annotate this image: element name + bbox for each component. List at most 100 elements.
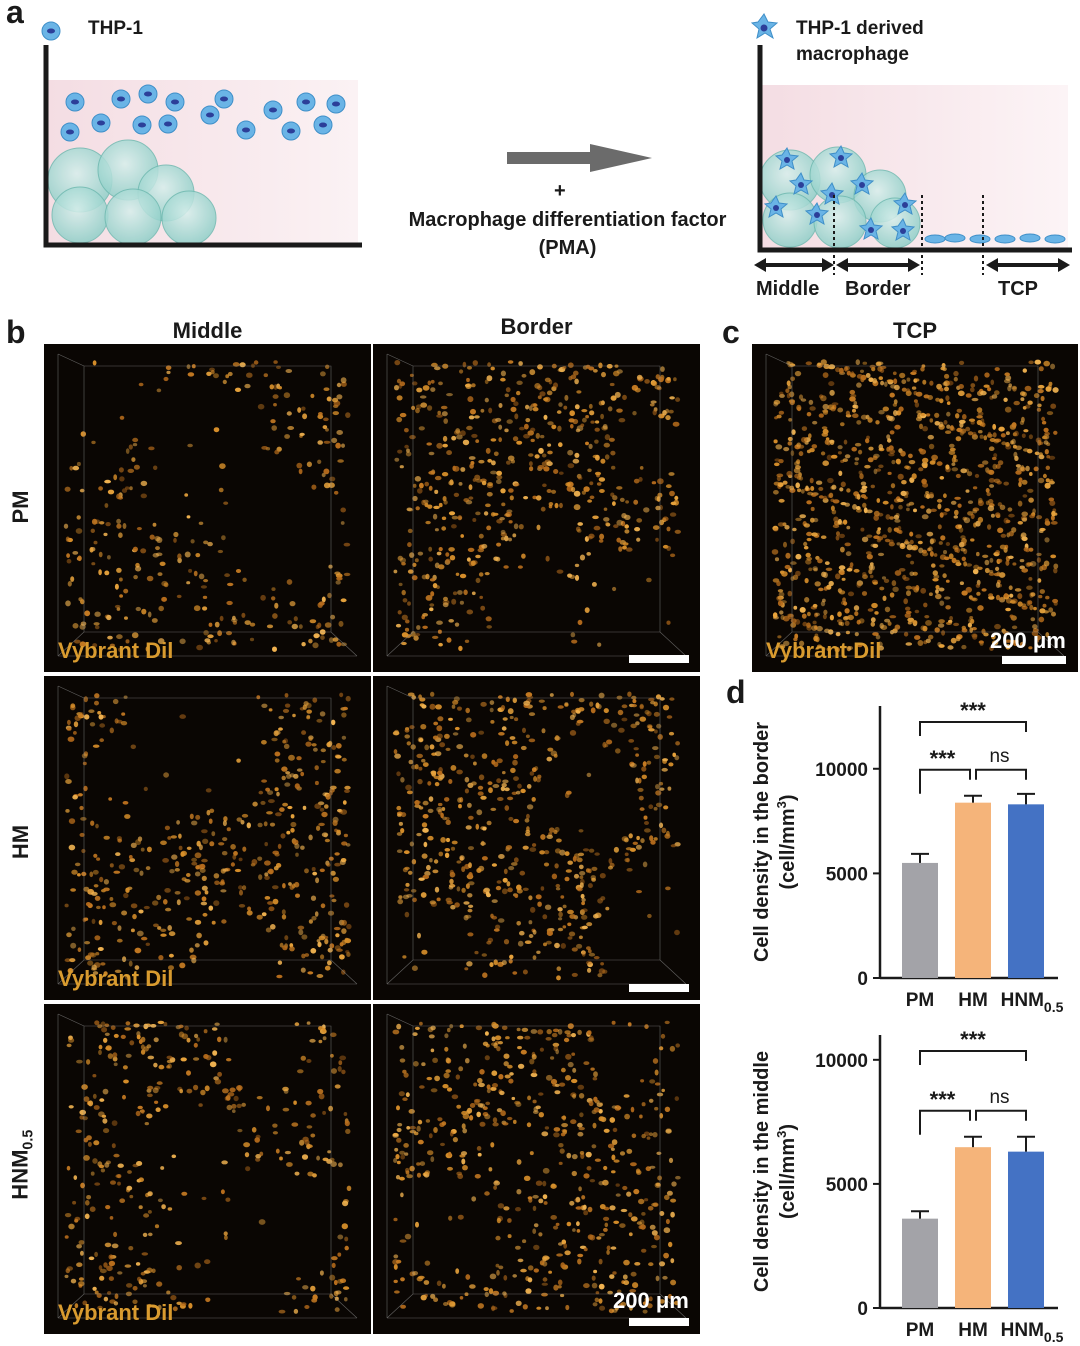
thp1-cell bbox=[60, 122, 80, 142]
scale-bar bbox=[629, 655, 689, 663]
ylabel-sup: 3 bbox=[774, 1131, 789, 1138]
macrophage-cell bbox=[804, 201, 830, 226]
scale-label: 200 μm bbox=[990, 628, 1066, 653]
dye-label: Vybrant Dil bbox=[58, 1300, 174, 1325]
spheroid bbox=[104, 188, 162, 246]
y-tick-label: 0 bbox=[857, 1299, 868, 1320]
spheroid bbox=[51, 186, 109, 244]
y-tick-label: 5000 bbox=[826, 1175, 868, 1196]
thp1-cell bbox=[281, 121, 301, 141]
x-tick-label: HNM0.5 bbox=[1001, 1320, 1064, 1345]
micrograph-hnm-middle: Vybrant Dil bbox=[44, 1004, 371, 1334]
column-header-border: Border bbox=[500, 314, 573, 339]
legend-macrophage-icon bbox=[750, 13, 779, 40]
y-axis-label: Cell density in the border (cell/mm3) bbox=[751, 722, 799, 962]
significance-bracket bbox=[919, 1109, 971, 1135]
x-tick-label: HNM0.5 bbox=[1001, 990, 1064, 1015]
x-tick-label: HM bbox=[958, 1320, 988, 1341]
thp1-cell bbox=[65, 92, 85, 112]
y-tick-label: 0 bbox=[857, 969, 868, 990]
bar-hm bbox=[955, 802, 991, 978]
thp1-cell bbox=[313, 115, 333, 135]
factor-line1: Macrophage differentiation factor bbox=[408, 209, 727, 231]
thp1-cell bbox=[214, 89, 234, 109]
flat-macrophages bbox=[924, 233, 1066, 244]
significance-label: *** bbox=[960, 1027, 986, 1052]
micrograph-hm-middle: Vybrant Dil bbox=[44, 676, 371, 1000]
significance-bracket bbox=[919, 721, 1027, 736]
dye-label: Vybrant Dil bbox=[58, 638, 174, 663]
thp1-cell bbox=[91, 113, 111, 133]
x-tick-main: HM bbox=[958, 990, 988, 1011]
plus-sign: + bbox=[554, 180, 566, 202]
thp1-cell bbox=[326, 94, 346, 114]
scale-bar bbox=[629, 984, 689, 992]
bar-pm bbox=[902, 1218, 938, 1308]
thp1-cell bbox=[111, 89, 131, 109]
panel-a-letter: a bbox=[6, 0, 24, 30]
panel-b-letter: b bbox=[6, 314, 26, 350]
x-tick-label: HM bbox=[958, 990, 988, 1011]
panel-a-schematic bbox=[41, 13, 1072, 275]
x-tick-main: PM bbox=[906, 1320, 935, 1341]
micrograph-pm-border bbox=[373, 344, 700, 672]
thp1-cell bbox=[296, 92, 316, 112]
x-tick-label: PM bbox=[906, 990, 935, 1011]
row-label-hnm-main: HNM bbox=[7, 1149, 33, 1200]
x-tick-main: HNM bbox=[1001, 1320, 1044, 1341]
right-well-wall bbox=[757, 45, 1072, 253]
macrophage-cell bbox=[858, 216, 884, 241]
thp1-cell bbox=[200, 105, 220, 125]
ylabel-line1: Cell density in the middle bbox=[751, 1051, 773, 1292]
significance-bracket bbox=[919, 1050, 1027, 1065]
micrograph-hm-border bbox=[373, 676, 700, 1000]
spheroid bbox=[762, 192, 818, 248]
macrophage-cell bbox=[788, 171, 814, 196]
thp1-cells bbox=[60, 84, 346, 142]
row-label-pm: PM bbox=[8, 490, 33, 524]
panel-d-charts: 0 5000 10000 Cell density in the border (cel… bbox=[751, 698, 1064, 1345]
panel-c-title: TCP bbox=[893, 318, 937, 343]
region-middle-label: Middle bbox=[756, 278, 820, 300]
bar-pm bbox=[902, 862, 938, 978]
bar-hnm0-5 bbox=[1008, 804, 1044, 978]
micrograph-pm-middle: Vybrant Dil bbox=[44, 344, 371, 672]
significance-label: ns bbox=[989, 1087, 1009, 1108]
macrophage-cells bbox=[763, 144, 918, 242]
ylabel-tail: ) bbox=[777, 794, 799, 801]
y-tick-label: 10000 bbox=[815, 1051, 868, 1072]
significance-label: *** bbox=[930, 746, 956, 771]
y-tick-label: 5000 bbox=[826, 864, 868, 885]
micrograph-hnm-border: 200 μm bbox=[373, 1004, 700, 1334]
significance-bracket bbox=[975, 1109, 1027, 1121]
x-tick-main: HM bbox=[958, 1320, 988, 1341]
region-border-label: Border bbox=[845, 278, 911, 300]
left-spheroids bbox=[47, 139, 217, 246]
thp1-cell bbox=[165, 92, 185, 112]
panel-c-letter: c bbox=[722, 314, 740, 350]
micrograph-tcp: Vybrant Dil 200 μm bbox=[752, 344, 1078, 672]
thp1-cell bbox=[263, 100, 283, 120]
dye-label: Vybrant Dil bbox=[58, 966, 174, 991]
legend-thp1-label: THP-1 bbox=[88, 18, 143, 39]
thp1-cell bbox=[138, 84, 158, 104]
column-header-middle: Middle bbox=[172, 318, 243, 343]
legend-macrophage-label: THP-1 derived macrophage bbox=[796, 16, 924, 68]
row-label-hnm-sub: 0.5 bbox=[20, 1129, 37, 1150]
significance-bracket bbox=[919, 768, 971, 794]
ylabel-sup: 3 bbox=[774, 801, 789, 808]
significance-label: *** bbox=[930, 1087, 956, 1112]
scale-bar bbox=[1002, 656, 1066, 664]
x-tick-main: HNM bbox=[1001, 990, 1044, 1011]
x-tick-sub: 0.5 bbox=[1044, 999, 1064, 1015]
legend-thp1-icon bbox=[41, 21, 61, 41]
macrophage-cell bbox=[763, 194, 789, 219]
x-tick-label: PM bbox=[906, 1320, 935, 1341]
ylabel-tail: ) bbox=[777, 1124, 799, 1131]
legend-macrophage-line2: macrophage bbox=[796, 44, 909, 65]
scale-bar bbox=[629, 1318, 689, 1326]
ylabel-line1: Cell density in the border bbox=[751, 722, 773, 962]
spheroid bbox=[161, 190, 217, 246]
thp1-cell bbox=[236, 120, 256, 140]
x-tick-main: PM bbox=[906, 990, 935, 1011]
